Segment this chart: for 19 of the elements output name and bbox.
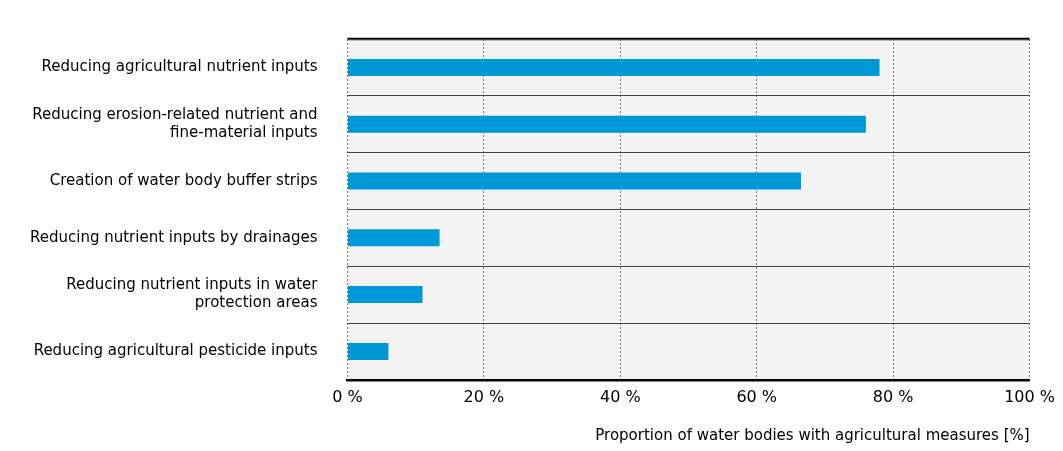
bar bbox=[347, 229, 440, 247]
x-tick-label: 100 % bbox=[1004, 386, 1055, 406]
y-tick-label: Reducing erosion-related nutrient and fine-material inputs bbox=[32, 105, 318, 142]
bar bbox=[347, 342, 389, 360]
bar bbox=[347, 172, 802, 190]
x-tick-label: 60 % bbox=[736, 386, 778, 406]
y-tick-label: Creation of water body buffer strips bbox=[49, 170, 318, 189]
x-tick-label: 80 % bbox=[872, 386, 914, 406]
bar bbox=[347, 115, 866, 133]
y-tick-label: Reducing agricultural pesticide inputs bbox=[33, 341, 318, 360]
x-axis-title: Proportion of water bodies with agricultural measures [%] bbox=[595, 425, 1030, 444]
y-tick-label: Reducing nutrient inputs in water protection areas bbox=[66, 275, 319, 312]
bar bbox=[347, 286, 423, 304]
x-tick-label: 20 % bbox=[463, 386, 505, 406]
y-tick-label: Reducing nutrient inputs by drainages bbox=[29, 227, 318, 246]
bar bbox=[347, 58, 880, 76]
x-tick-label: 0 % bbox=[332, 386, 363, 406]
y-tick-label: Reducing agricultural nutrient inputs bbox=[41, 57, 318, 76]
x-tick-label: 40 % bbox=[599, 386, 641, 406]
